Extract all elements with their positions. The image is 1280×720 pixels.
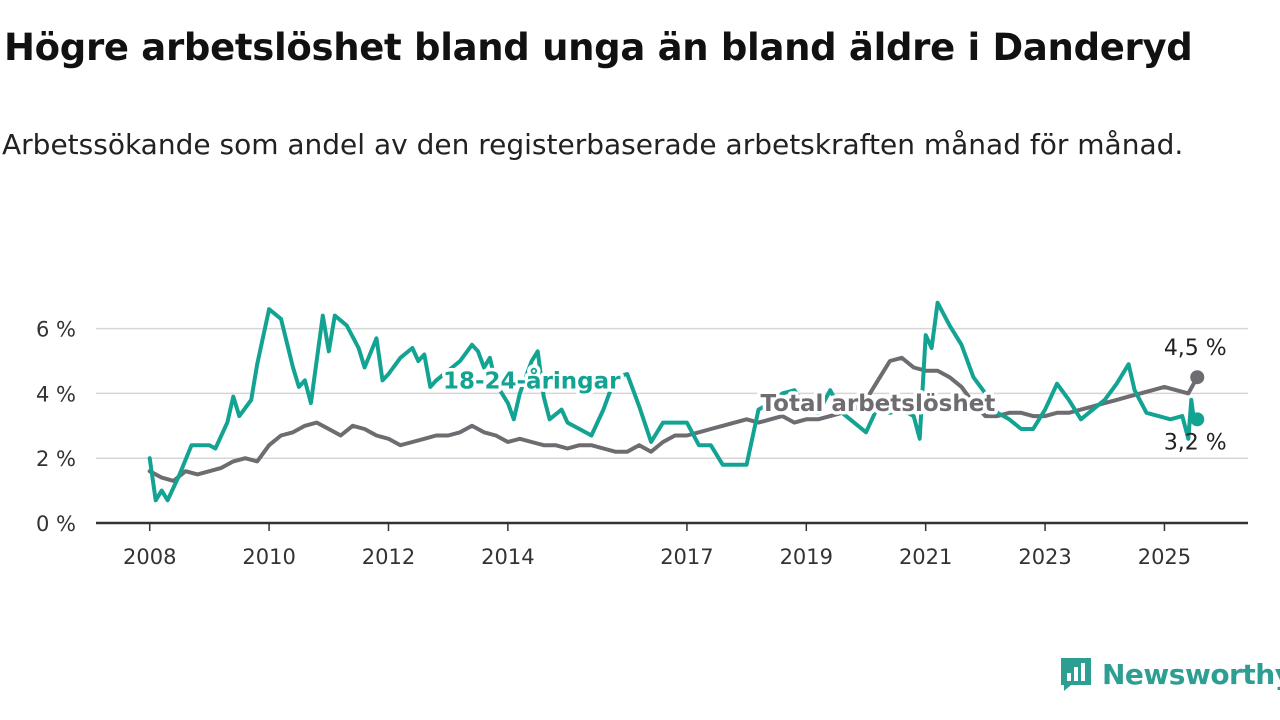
chart-title: Högre arbetslöshet bland unga än bland ä… xyxy=(4,26,1193,69)
x-tick-label: 2017 xyxy=(660,545,713,569)
gridlines: 0 % 2 % 4 % 6 % xyxy=(36,318,1248,536)
x-tick-label: 2023 xyxy=(1018,545,1071,569)
x-tick-label: 2012 xyxy=(362,545,415,569)
series-label-total: Total arbetslöshet xyxy=(761,391,996,417)
end-label-total: 4,5 % xyxy=(1164,336,1227,361)
series-lines xyxy=(147,300,1205,503)
end-point-youth xyxy=(1190,412,1205,427)
newsworthy-logo[interactable]: Newsworthy xyxy=(1058,655,1280,693)
brand-name: Newsworthy xyxy=(1102,657,1280,691)
x-tick-label: 2008 xyxy=(123,545,176,569)
end-label-youth: 3,2 % xyxy=(1164,430,1227,455)
x-tick-label: 2014 xyxy=(481,545,534,569)
y-tick-label: 6 % xyxy=(36,318,76,342)
y-tick-label: 2 % xyxy=(36,447,76,471)
chart-subtitle: Arbetssökande som andel av den registerb… xyxy=(2,128,1184,161)
x-axis: 2008 2010 2012 2014 2017 2019 2021 2023 2025 xyxy=(96,521,1248,569)
series-label-youth: 18-24-åringar xyxy=(443,367,621,394)
y-tick-label: 0 % xyxy=(36,512,76,536)
x-tick-label: 2019 xyxy=(780,545,833,569)
x-tick-label: 2021 xyxy=(899,545,952,569)
end-point-total xyxy=(1190,370,1205,385)
series-line-youth xyxy=(147,300,1200,503)
series-labels: 4,5 % Total arbetslöshet 3,2 % 18-24-åringa… xyxy=(439,336,1227,455)
x-tick-label: 2010 xyxy=(242,545,295,569)
x-tick-label: 2025 xyxy=(1138,545,1191,569)
series-line-total xyxy=(147,355,1200,483)
newsworthy-logo-icon xyxy=(1061,658,1091,691)
y-tick-label: 4 % xyxy=(36,382,76,406)
